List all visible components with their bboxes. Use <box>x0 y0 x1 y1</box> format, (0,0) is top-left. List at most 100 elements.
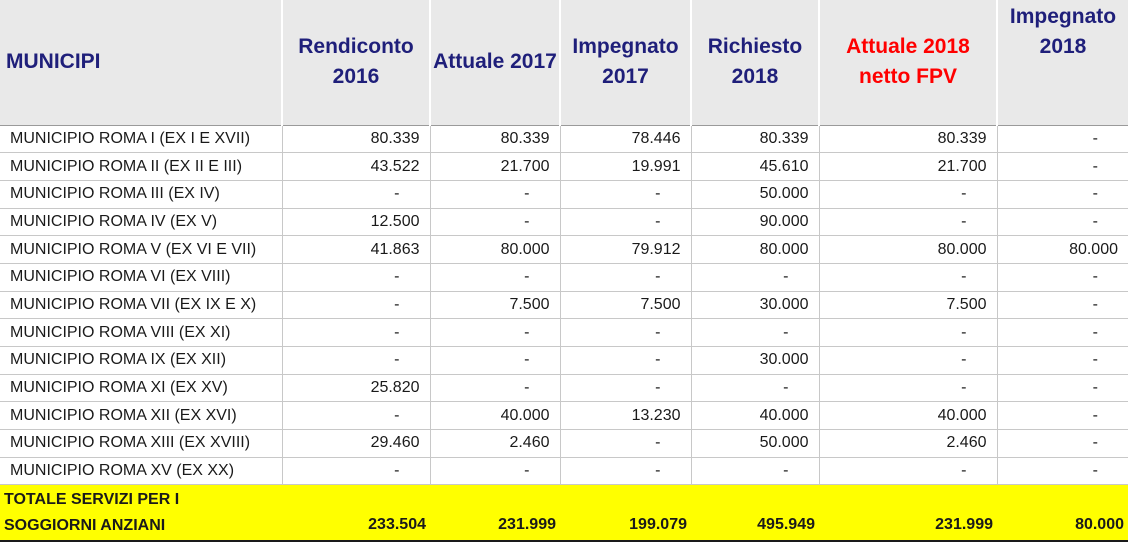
table-row: MUNICIPIO ROMA XV (EX XX) - - - - - - <box>0 457 1128 486</box>
attuale-2018-netto-fpv-cell: - <box>818 346 997 375</box>
impegnato-2017-cell: - <box>559 318 691 347</box>
attuale-2018-netto-fpv-cell: 21.700 <box>818 152 997 181</box>
municipio-name: MUNICIPIO ROMA XI (EX XV) <box>0 374 282 403</box>
attuale-2017-cell: - <box>429 180 560 209</box>
attuale-2018-netto-fpv-cell: 7.500 <box>818 291 997 320</box>
impegnato-2017-cell: - <box>559 208 691 237</box>
impegnato-2017-cell: 79.912 <box>559 235 691 264</box>
impegnato-2017-cell: - <box>559 429 691 458</box>
total-rendiconto-2016: 233.504 <box>282 484 430 542</box>
impegnato-2018-cell: - <box>996 429 1128 458</box>
impegnato-2017-cell: 7.500 <box>559 291 691 320</box>
municipio-name: MUNICIPIO ROMA VIII (EX XI) <box>0 318 282 347</box>
total-richiesto-2018: 495.949 <box>691 484 819 542</box>
impegnato-2018-cell: - <box>996 208 1128 237</box>
municipio-name: MUNICIPIO ROMA XV (EX XX) <box>0 457 282 486</box>
impegnato-2017-cell: - <box>559 180 691 209</box>
municipio-name: MUNICIPIO ROMA II (EX II E III) <box>0 152 282 181</box>
richiesto-2018-cell: 30.000 <box>690 346 819 375</box>
attuale-2018-netto-fpv-cell: 80.339 <box>818 125 997 154</box>
total-impegnato-2018: 80.000 <box>997 484 1128 542</box>
richiesto-2018-cell: 40.000 <box>690 401 819 431</box>
municipio-name: MUNICIPIO ROMA VI (EX VIII) <box>0 263 282 292</box>
header-richiesto-2018: Richiesto 2018 <box>690 0 819 126</box>
impegnato-2017-cell: 19.991 <box>559 152 691 181</box>
attuale-2018-netto-fpv-cell: - <box>818 208 997 237</box>
rendiconto-2016-cell: - <box>281 401 430 431</box>
richiesto-2018-cell: 50.000 <box>690 180 819 209</box>
impegnato-2018-cell: - <box>996 291 1128 320</box>
richiesto-2018-cell: - <box>690 374 819 403</box>
total-label: TOTALE SERVIZI PER I SOGGIORNI ANZIANI <box>0 484 282 542</box>
total-impegnato-2017: 199.079 <box>560 484 691 542</box>
attuale-2017-cell: 80.339 <box>429 125 560 154</box>
header-rendiconto-2016: Rendiconto 2016 <box>281 0 430 126</box>
attuale-2017-cell: - <box>429 346 560 375</box>
table-row: MUNICIPIO ROMA V (EX VI E VII) 41.863 80.0… <box>0 235 1128 264</box>
header-attuale-2018-netto-fpv: Attuale 2018 netto FPV <box>818 0 997 126</box>
rendiconto-2016-cell: - <box>281 457 430 486</box>
richiesto-2018-cell: 80.339 <box>690 125 819 154</box>
rendiconto-2016-cell: 80.339 <box>281 125 430 154</box>
attuale-2018-netto-fpv-cell: 40.000 <box>818 401 997 431</box>
attuale-2017-cell: - <box>429 374 560 403</box>
attuale-2018-netto-fpv-cell: - <box>818 374 997 403</box>
table-row: MUNICIPIO ROMA XIII (EX XVIII) 29.460 2.46… <box>0 429 1128 458</box>
impegnato-2018-cell: - <box>996 346 1128 375</box>
richiesto-2018-cell: 50.000 <box>690 429 819 458</box>
attuale-2018-netto-fpv-cell: 80.000 <box>818 235 997 264</box>
total-label-line2: SOGGIORNI ANZIANI <box>4 516 166 534</box>
attuale-2018-netto-fpv-cell: - <box>818 180 997 209</box>
table-row: MUNICIPIO ROMA XI (EX XV) 25.820- - - - - <box>0 374 1128 403</box>
municipio-name: MUNICIPIO ROMA V (EX VI E VII) <box>0 235 282 264</box>
attuale-2017-cell: - <box>429 263 560 292</box>
rendiconto-2016-cell: 41.863 <box>281 235 430 264</box>
impegnato-2018-cell: 80.000 <box>996 235 1128 264</box>
header-attuale-2017: Attuale 2017 <box>429 0 560 126</box>
richiesto-2018-cell: - <box>690 457 819 486</box>
table-row: MUNICIPIO ROMA IV (EX V) 12.500- -90.000- - <box>0 208 1128 237</box>
richiesto-2018-cell: 30.000 <box>690 291 819 320</box>
rendiconto-2016-cell: - <box>281 318 430 347</box>
impegnato-2017-cell: - <box>559 263 691 292</box>
header-impegnato-2017: Impegnato 2017 <box>559 0 691 126</box>
attuale-2018-netto-fpv-cell: - <box>818 263 997 292</box>
impegnato-2018-cell: - <box>996 263 1128 292</box>
impegnato-2017-cell: - <box>559 374 691 403</box>
richiesto-2018-cell: - <box>690 263 819 292</box>
rendiconto-2016-cell: 29.460 <box>281 429 430 458</box>
attuale-2017-cell: 80.000 <box>429 235 560 264</box>
impegnato-2018-cell: - <box>996 401 1128 431</box>
richiesto-2018-cell: - <box>690 318 819 347</box>
rendiconto-2016-cell: 25.820 <box>281 374 430 403</box>
impegnato-2018-cell: - <box>996 457 1128 486</box>
total-attuale-2018-netto-fpv: 231.999 <box>819 484 997 542</box>
impegnato-2018-cell: - <box>996 374 1128 403</box>
attuale-2017-cell: 40.000 <box>429 401 560 431</box>
table-row: MUNICIPIO ROMA VII (EX IX E X) -7.500 7.50… <box>0 291 1128 320</box>
header-row: MUNICIPI Rendiconto 2016 Attuale 2017 Im… <box>0 0 1128 126</box>
attuale-2017-cell: 7.500 <box>429 291 560 320</box>
richiesto-2018-cell: 90.000 <box>690 208 819 237</box>
header-municipi: MUNICIPI <box>0 0 282 126</box>
attuale-2017-cell: - <box>429 208 560 237</box>
impegnato-2017-cell: - <box>559 457 691 486</box>
impegnato-2017-cell: - <box>559 346 691 375</box>
attuale-2017-cell: 21.700 <box>429 152 560 181</box>
table-row: MUNICIPIO ROMA III (EX IV) - - -50.000- - <box>0 180 1128 209</box>
impegnato-2018-cell: - <box>996 180 1128 209</box>
rendiconto-2016-cell: 12.500 <box>281 208 430 237</box>
table-row: MUNICIPIO ROMA IX (EX XII) - - -30.000- - <box>0 346 1128 375</box>
impegnato-2018-cell: - <box>996 318 1128 347</box>
total-label-line1: TOTALE SERVIZI PER I <box>4 490 180 508</box>
rendiconto-2016-cell: - <box>281 346 430 375</box>
rendiconto-2016-cell: - <box>281 263 430 292</box>
table-row: MUNICIPIO ROMA VI (EX VIII) - - - - - - <box>0 263 1128 292</box>
attuale-2017-cell: - <box>429 318 560 347</box>
table-row: MUNICIPIO ROMA XII (EX XVI) -40.000 13.230… <box>0 401 1128 431</box>
total-attuale-2017: 231.999 <box>430 484 560 542</box>
rendiconto-2016-cell: - <box>281 180 430 209</box>
rendiconto-2016-cell: - <box>281 291 430 320</box>
attuale-2018-netto-fpv-cell: 2.460 <box>818 429 997 458</box>
municipio-name: MUNICIPIO ROMA IV (EX V) <box>0 208 282 237</box>
